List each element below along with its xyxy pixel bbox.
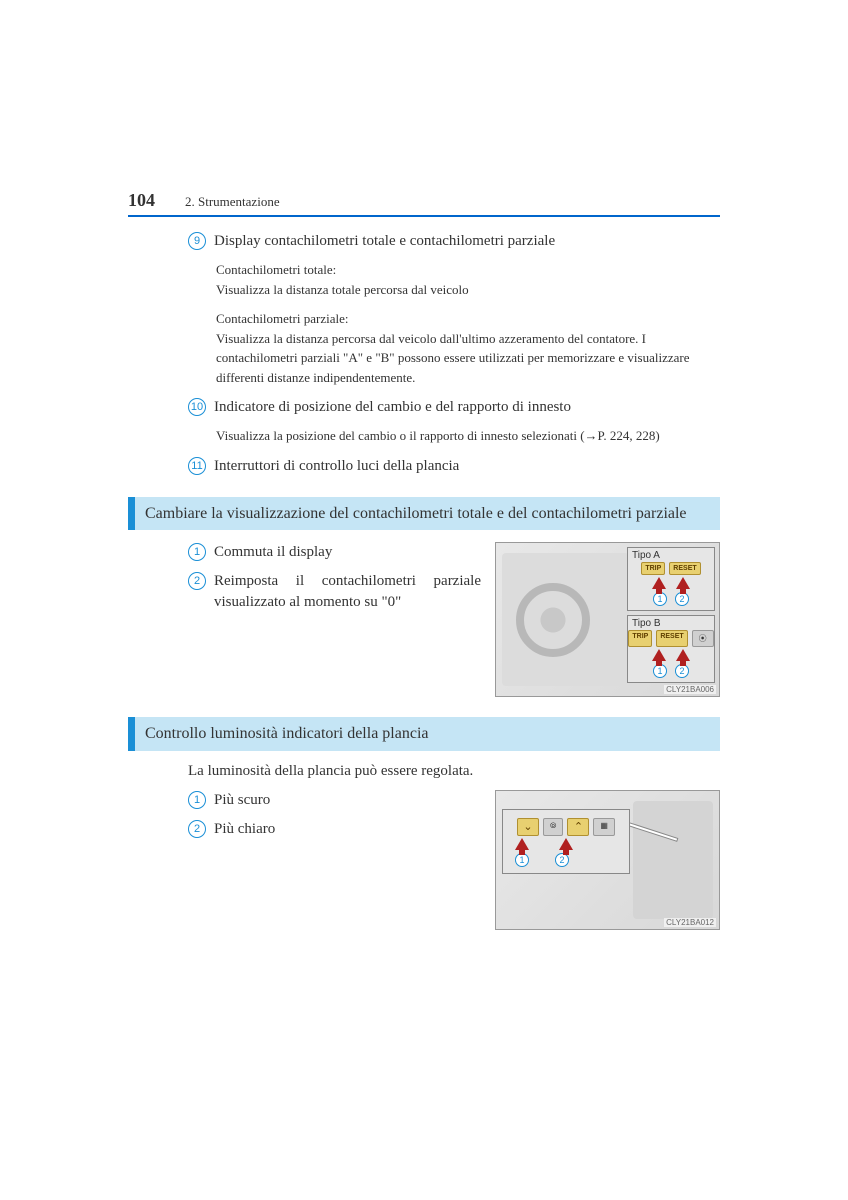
sub-text: Visualizza la distanza totale percorsa d… — [216, 280, 720, 300]
sub-text: Visualizza la distanza percorsa dal veic… — [216, 329, 720, 388]
section-heading: Cambiare la visualizzazione del contachi… — [128, 497, 720, 531]
arrow-up-icon — [652, 577, 666, 589]
inset-brightness: ⌄ ⦾ ⌃ ▦ 1 2 — [502, 809, 630, 874]
list-item: 10 Indicatore di posizione del cambio e … — [188, 397, 720, 418]
tipo-b-label: Tipo B — [632, 618, 710, 629]
list-item: 2 Più chiaro — [188, 819, 481, 840]
item-text: Commuta il display — [214, 542, 332, 563]
bright-button-icon: ⌃ — [567, 818, 589, 836]
item-number-icon: 9 — [188, 232, 206, 250]
item-subblock: Contachilometri parziale: Visualizza la … — [216, 309, 720, 387]
dashboard-illustration — [633, 801, 713, 919]
item-text: Reimposta il contachilometri parziale vi… — [214, 571, 481, 613]
arrow-up-icon — [515, 838, 529, 850]
list-item: 9 Display contachilometri totale e conta… — [188, 231, 720, 252]
reset-button-icon: RESET — [656, 630, 687, 647]
tipo-a-label: Tipo A — [632, 550, 710, 561]
arrow-up-icon — [676, 649, 690, 661]
list-item: 11 Interruttori di controllo luci della … — [188, 456, 720, 477]
image-code: CLY21BA006 — [664, 685, 716, 694]
arrow-up-icon — [559, 838, 573, 850]
item-number-icon: 10 — [188, 398, 206, 416]
sub-text: Visualizza la posizione del cambio o il … — [216, 426, 720, 446]
extra-button-icon: ⦿ — [692, 630, 714, 647]
item-text: Più scuro — [214, 790, 270, 811]
inset-tipo-a: Tipo A TRIP RESET 1 2 — [627, 547, 715, 611]
section-body: 1 Più scuro 2 Più chiaro ⌄ ⦾ ⌃ ▦ — [128, 790, 720, 930]
section-heading: Controllo luminosità indicatori della pl… — [128, 717, 720, 751]
image-code: CLY21BA012 — [664, 918, 716, 927]
diagram-brightness: ⌄ ⦾ ⌃ ▦ 1 2 CLY21BA012 — [495, 790, 720, 930]
extra-button-icon: ▦ — [593, 818, 615, 836]
sub-title: Contachilometri totale: — [216, 260, 720, 280]
item-number-icon: 1 — [188, 543, 206, 561]
callout-number-icon: 2 — [675, 592, 689, 606]
arrow-up-icon — [676, 577, 690, 589]
dashboard-illustration — [502, 553, 629, 686]
item-number-icon: 11 — [188, 457, 206, 475]
item-subblock: Contachilometri totale: Visualizza la di… — [216, 260, 720, 299]
list-item: 1 Commuta il display — [188, 542, 481, 563]
item-subblock: Visualizza la posizione del cambio o il … — [216, 426, 720, 446]
callout-number-icon: 1 — [653, 592, 667, 606]
item-text: Più chiaro — [214, 819, 275, 840]
sub-title: Contachilometri parziale: — [216, 309, 720, 329]
trip-button-icon: TRIP — [628, 630, 652, 647]
list-item: 2 Reimposta il contachilometri parziale … — [188, 571, 481, 613]
chapter-title: 2. Strumentazione — [185, 194, 280, 210]
inset-tipo-b: Tipo B TRIP RESET ⦿ 1 2 — [627, 615, 715, 683]
header-rule — [128, 215, 720, 217]
callout-number-icon: 2 — [675, 664, 689, 678]
item-title: Interruttori di controllo luci della pla… — [214, 456, 459, 477]
section-intro: La luminosità della plancia può essere r… — [188, 763, 720, 780]
dim-button-icon: ⌄ — [517, 818, 539, 836]
item-number-icon: 2 — [188, 572, 206, 590]
list-item: 1 Più scuro — [188, 790, 481, 811]
page-header: 104 2. Strumentazione — [128, 190, 720, 211]
section-body: 1 Commuta il display 2 Reimposta il cont… — [128, 542, 720, 697]
item-number-icon: 1 — [188, 791, 206, 809]
item-title: Display contachilometri totale e contach… — [214, 231, 555, 252]
callout-number-icon: 1 — [515, 853, 529, 867]
page-number: 104 — [128, 190, 155, 211]
item-number-icon: 2 — [188, 820, 206, 838]
item-title: Indicatore di posizione del cambio e del… — [214, 397, 571, 418]
callout-number-icon: 2 — [555, 853, 569, 867]
middle-button-icon: ⦾ — [543, 818, 563, 836]
steering-wheel-icon — [516, 583, 590, 657]
arrow-up-icon — [652, 649, 666, 661]
diagram-trip-reset: Tipo A TRIP RESET 1 2 Tipo B TRIP — [495, 542, 720, 697]
reset-button-icon: RESET — [669, 562, 700, 575]
callout-number-icon: 1 — [653, 664, 667, 678]
trip-button-icon: TRIP — [641, 562, 665, 575]
